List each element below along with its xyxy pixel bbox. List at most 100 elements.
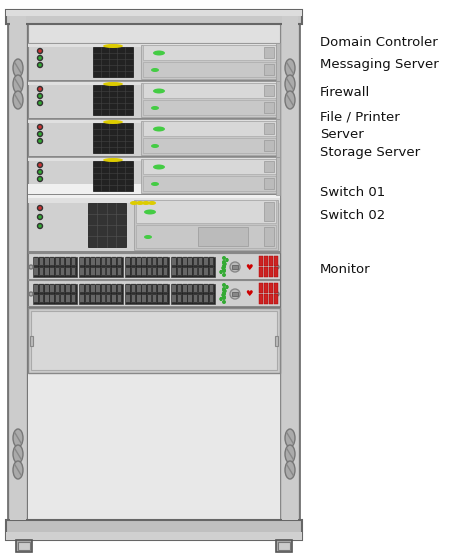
Bar: [137, 257, 141, 266]
Bar: [112, 268, 116, 275]
Bar: [178, 268, 181, 275]
Bar: [141, 83, 278, 117]
Bar: [88, 203, 126, 247]
Bar: [39, 294, 44, 303]
Bar: [107, 268, 110, 275]
Bar: [66, 294, 70, 303]
Bar: [153, 267, 157, 276]
Bar: [40, 258, 43, 265]
Bar: [143, 45, 276, 60]
Bar: [91, 284, 95, 293]
Bar: [264, 102, 274, 113]
Bar: [6, 10, 302, 24]
Bar: [33, 284, 77, 304]
Bar: [127, 295, 130, 302]
Bar: [137, 284, 141, 293]
Ellipse shape: [221, 293, 225, 297]
Bar: [117, 294, 122, 303]
Bar: [141, 121, 278, 155]
Bar: [199, 285, 202, 292]
Ellipse shape: [151, 144, 159, 148]
Bar: [107, 285, 110, 292]
Bar: [71, 294, 75, 303]
Bar: [204, 258, 208, 265]
Bar: [204, 285, 208, 292]
Bar: [28, 280, 280, 281]
Ellipse shape: [219, 297, 222, 301]
Ellipse shape: [103, 82, 123, 86]
Bar: [126, 294, 130, 303]
Bar: [259, 267, 263, 277]
Bar: [153, 268, 156, 275]
Bar: [210, 268, 213, 275]
Bar: [131, 294, 136, 303]
Bar: [171, 257, 215, 277]
Bar: [143, 62, 276, 77]
Ellipse shape: [13, 445, 23, 463]
Bar: [56, 295, 59, 302]
Bar: [158, 295, 162, 302]
Bar: [85, 294, 90, 303]
Ellipse shape: [222, 256, 226, 260]
Bar: [55, 294, 60, 303]
Bar: [136, 225, 276, 248]
Bar: [275, 336, 278, 346]
Bar: [147, 294, 152, 303]
Bar: [72, 268, 75, 275]
Ellipse shape: [153, 89, 165, 94]
Bar: [66, 285, 70, 292]
Bar: [264, 283, 268, 293]
Bar: [118, 285, 121, 292]
Bar: [101, 257, 106, 266]
Bar: [107, 284, 111, 293]
Bar: [61, 294, 65, 303]
Ellipse shape: [222, 291, 226, 295]
Ellipse shape: [226, 285, 228, 289]
Bar: [264, 267, 268, 277]
Bar: [210, 285, 213, 292]
Bar: [55, 284, 60, 293]
Bar: [163, 257, 168, 266]
Text: ♥: ♥: [245, 290, 253, 299]
Bar: [28, 280, 280, 307]
Bar: [131, 284, 136, 293]
Text: Monitor: Monitor: [320, 263, 371, 276]
Ellipse shape: [37, 176, 43, 181]
Ellipse shape: [37, 124, 43, 129]
Ellipse shape: [222, 296, 226, 300]
Bar: [137, 294, 141, 303]
Ellipse shape: [285, 429, 295, 447]
Ellipse shape: [37, 170, 43, 175]
Bar: [274, 283, 278, 293]
Bar: [28, 253, 280, 280]
Bar: [188, 285, 192, 292]
Ellipse shape: [224, 262, 227, 266]
Bar: [183, 258, 187, 265]
Ellipse shape: [222, 268, 226, 272]
Bar: [56, 268, 59, 275]
Bar: [96, 257, 100, 266]
Bar: [158, 268, 162, 275]
Bar: [142, 258, 146, 265]
Bar: [28, 119, 280, 157]
Bar: [199, 267, 203, 276]
Bar: [163, 294, 168, 303]
Ellipse shape: [151, 182, 159, 186]
Bar: [143, 176, 276, 191]
Text: Firewall: Firewall: [320, 85, 370, 99]
Ellipse shape: [29, 292, 33, 296]
Bar: [173, 258, 176, 265]
Bar: [278, 542, 290, 550]
Bar: [164, 258, 167, 265]
Bar: [91, 268, 95, 275]
Ellipse shape: [151, 106, 159, 110]
Bar: [107, 257, 111, 266]
Bar: [194, 295, 197, 302]
Ellipse shape: [226, 258, 228, 262]
Bar: [264, 178, 274, 189]
Bar: [264, 85, 274, 96]
Text: Storage Server: Storage Server: [320, 146, 420, 158]
Bar: [188, 258, 192, 265]
Bar: [28, 43, 280, 47]
Bar: [188, 268, 192, 275]
